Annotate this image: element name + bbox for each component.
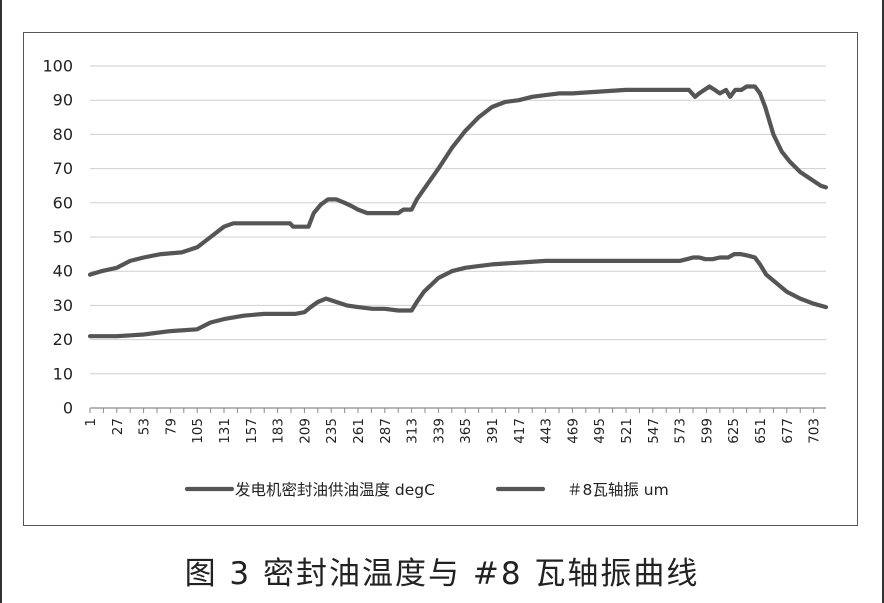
- x-tick-label: 235: [324, 418, 340, 444]
- series-line-1: [87, 84, 829, 277]
- y-tick-label: 30: [53, 296, 73, 315]
- x-tick-label: 391: [485, 418, 501, 444]
- y-tick-label: 40: [53, 262, 73, 281]
- x-tick-label: 313: [405, 418, 421, 444]
- y-tick-labels: 0 10 20 30 40 50 60 70 80 90 100: [42, 57, 73, 418]
- x-tick-label: 443: [539, 418, 555, 444]
- x-tick-label: 573: [673, 418, 689, 444]
- x-tick-label: 157: [244, 418, 260, 444]
- x-tick-label: 677: [780, 418, 796, 444]
- x-tick-label: 183: [271, 418, 287, 444]
- x-tick-label: 1: [83, 418, 99, 427]
- x-tick-label: 521: [619, 418, 635, 444]
- x-tick-label: 651: [753, 418, 769, 444]
- x-tick-label: 599: [699, 418, 715, 444]
- x-tick-label: 495: [592, 418, 608, 444]
- axes: [89, 407, 826, 413]
- x-tick-label: 131: [217, 418, 233, 444]
- x-tick-label: 469: [565, 418, 581, 444]
- x-tick-label: 261: [351, 418, 367, 444]
- x-tick-label: 365: [458, 418, 474, 444]
- y-tick-label: 60: [53, 193, 73, 212]
- x-tick-label: 209: [297, 418, 313, 444]
- y-tick-label: 10: [53, 364, 73, 383]
- figure-caption: 图 3 密封油温度与 #8 瓦轴振曲线: [184, 556, 700, 592]
- x-tick-labels: 1 27 53 79 105 131 157 183 209 235 261 287 313 339 365…: [83, 418, 823, 444]
- y-tick-label: 100: [42, 57, 73, 76]
- x-tick-label: 105: [190, 418, 206, 444]
- grid-lines: [90, 65, 826, 375]
- x-tick-label: 27: [110, 418, 126, 435]
- legend-label-2: ＃8瓦轴振 um: [567, 481, 669, 499]
- legend: 发电机密封油供油温度 degC ＃8瓦轴振 um: [184, 481, 669, 499]
- y-tick-label: 20: [53, 330, 73, 349]
- x-tick-label: 339: [431, 418, 447, 444]
- y-tick-label: 0: [63, 399, 73, 418]
- x-tick-label: 287: [378, 418, 394, 444]
- x-tick-label: 79: [163, 418, 179, 435]
- y-tick-label: 70: [53, 159, 73, 178]
- x-tick-label: 547: [646, 418, 662, 444]
- x-tick-label: 625: [726, 418, 742, 444]
- y-tick-label: 80: [53, 125, 73, 144]
- x-tick-label: 703: [807, 418, 823, 444]
- x-tick-label: 53: [137, 418, 153, 435]
- series-lines: [87, 84, 829, 339]
- x-tick-label: 417: [512, 418, 528, 444]
- legend-label-1: 发电机密封油供油温度 degC: [235, 481, 435, 499]
- y-tick-label: 90: [53, 91, 73, 110]
- series-line-2: [87, 252, 829, 339]
- y-tick-label: 50: [53, 228, 73, 247]
